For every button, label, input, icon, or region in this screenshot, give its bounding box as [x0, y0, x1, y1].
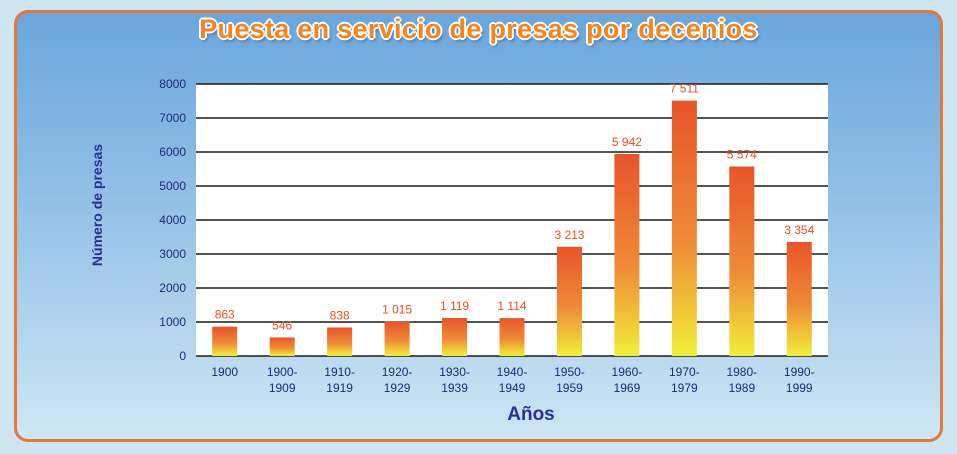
bar [786, 241, 812, 356]
x-tick-label: 1919 [326, 381, 353, 395]
data-label: 1 015 [382, 302, 412, 316]
x-tick-label: 1930- [439, 365, 470, 379]
x-tick-label: 1929 [384, 381, 411, 395]
y-tick-label: 0 [179, 349, 186, 363]
x-tick-label: 1980- [726, 365, 757, 379]
x-tick-label: 1900 [211, 365, 238, 379]
y-tick-label: 1000 [159, 315, 186, 329]
bar [442, 317, 468, 356]
x-tick-label: 1970- [669, 365, 700, 379]
bar [729, 166, 755, 356]
y-tick-label: 8000 [159, 77, 186, 91]
bar [556, 246, 582, 356]
x-tick-label: 1969 [614, 381, 641, 395]
data-label: 5 574 [727, 147, 757, 161]
x-tick-label: 1939 [441, 381, 468, 395]
bar [614, 153, 640, 356]
x-tick-label: 1959 [556, 381, 583, 395]
data-label: 7 511 [670, 82, 699, 96]
x-tick-label: 1909 [269, 381, 296, 395]
data-label: 5 942 [612, 135, 642, 149]
bar [212, 326, 238, 356]
x-tick-label: 1990- [784, 365, 815, 379]
bar [327, 327, 353, 356]
x-tick-label: 1940- [497, 365, 528, 379]
data-label: 3 213 [554, 228, 584, 242]
y-tick-label: 6000 [159, 145, 186, 159]
data-label: 838 [330, 309, 350, 323]
x-tick-label: 1950- [554, 365, 585, 379]
x-tick-label: 1900- [267, 365, 298, 379]
data-label: 546 [272, 318, 292, 332]
bar [671, 100, 697, 356]
bar [499, 318, 525, 356]
x-tick-label: 1999 [786, 381, 813, 395]
x-tick-label: 1910- [324, 365, 355, 379]
y-tick-label: 4000 [159, 213, 186, 227]
data-label: 1 114 [497, 299, 526, 313]
y-axis-label: Número de presas [89, 144, 105, 266]
data-label: 1 119 [440, 299, 469, 313]
bar [269, 337, 295, 356]
x-tick-label: 1979 [671, 381, 698, 395]
y-tick-label: 2000 [159, 281, 186, 295]
y-tick-label: 3000 [159, 247, 186, 261]
x-tick-label: 1949 [499, 381, 526, 395]
data-label: 863 [215, 308, 235, 322]
y-tick-label: 7000 [159, 111, 186, 125]
data-label: 3 354 [784, 223, 814, 237]
x-tick-label: 1989 [728, 381, 755, 395]
chart-title: Puesta en servicio de presas por decenio… [199, 14, 758, 44]
bar [384, 321, 410, 356]
x-tick-label: 1960- [612, 365, 643, 379]
x-tick-label: 1920- [382, 365, 413, 379]
x-axis-label: Años [507, 404, 555, 425]
y-tick-label: 5000 [159, 179, 186, 193]
